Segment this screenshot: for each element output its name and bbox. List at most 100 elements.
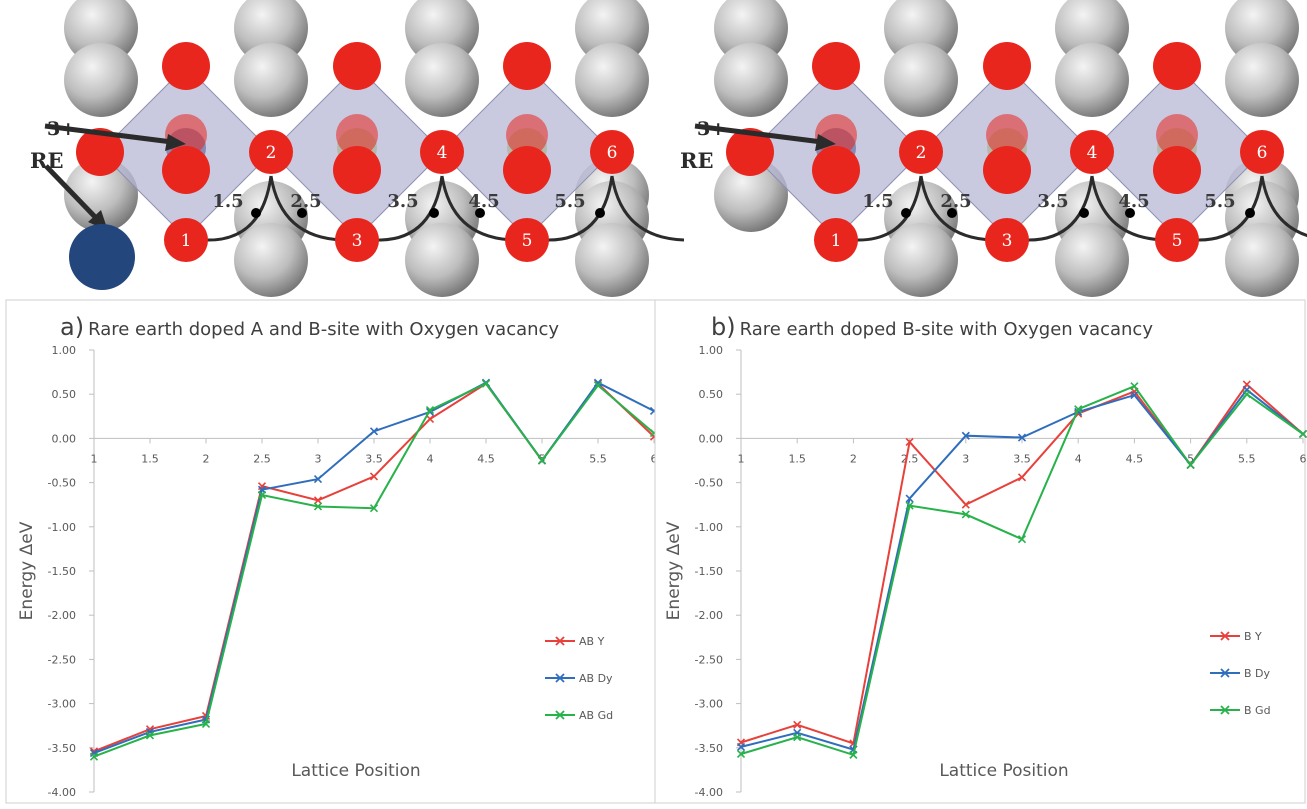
path-arc bbox=[1090, 175, 1165, 242]
hop-point bbox=[947, 208, 957, 218]
y-tick-label: -1.00 bbox=[695, 521, 723, 534]
cation-sphere bbox=[405, 223, 479, 297]
y-tick-label: -0.50 bbox=[48, 477, 76, 490]
data-point bbox=[201, 719, 211, 728]
hop-label: 5.5 bbox=[1204, 191, 1235, 212]
cation-sphere bbox=[714, 43, 788, 117]
hop-points: 1.5 2.5 3.5 4.5 5.5 bbox=[862, 191, 1255, 218]
site-number: 6 bbox=[607, 143, 618, 163]
cation-sphere bbox=[1055, 43, 1129, 117]
hop-label: 2.5 bbox=[940, 191, 971, 212]
data-point bbox=[481, 379, 491, 388]
y-tick-label: -3.50 bbox=[695, 742, 723, 755]
hop-label: 1.5 bbox=[862, 191, 893, 212]
hop-label: 3.5 bbox=[1037, 191, 1068, 212]
chart-panel-1: a) Rare earth doped A and B-site with Oxy… bbox=[5, 299, 659, 804]
panel-letter: a) bbox=[60, 313, 84, 341]
cation-sphere bbox=[405, 43, 479, 117]
oxygen-atom bbox=[1153, 146, 1201, 194]
legend-marker bbox=[555, 710, 565, 720]
arrow-head bbox=[815, 134, 836, 151]
numbered-sites: 1 2 3 4 5 6 bbox=[164, 130, 634, 262]
migration-path bbox=[854, 175, 1307, 242]
data-point bbox=[593, 381, 603, 390]
oxygen-atom bbox=[812, 146, 860, 194]
legend-marker bbox=[1220, 631, 1230, 641]
y-tick-label: -2.50 bbox=[48, 653, 76, 666]
oxygen-atom bbox=[333, 42, 381, 90]
y-tick-label: -4.00 bbox=[695, 786, 723, 799]
dopant-arrow bbox=[44, 164, 100, 222]
x-tick-label: 2 bbox=[203, 452, 210, 465]
path-arc bbox=[1024, 175, 1094, 242]
data-point bbox=[1017, 433, 1027, 442]
numbered-sites: 1 2 3 4 5 6 bbox=[814, 130, 1284, 262]
oxygen-atom bbox=[1156, 114, 1198, 156]
x-tick-label: 3 bbox=[315, 452, 322, 465]
x-tick-label: 4 bbox=[1075, 452, 1082, 465]
cation-sphere bbox=[1225, 43, 1299, 117]
hop-point bbox=[595, 208, 605, 218]
hop-point bbox=[1125, 208, 1135, 218]
data-point bbox=[1186, 460, 1195, 469]
data-point bbox=[593, 378, 603, 387]
x-tick-label: 4 bbox=[427, 452, 434, 465]
x-tick-label: 5.5 bbox=[589, 452, 607, 465]
site-number: 1 bbox=[181, 231, 192, 251]
hop-point bbox=[475, 208, 485, 218]
x-tick-label: 2.5 bbox=[901, 452, 919, 465]
x-tick-label: 5 bbox=[1187, 452, 1194, 465]
legend-label: AB Y bbox=[579, 635, 605, 648]
legend-label: B Y bbox=[1244, 630, 1262, 643]
cation-sphere bbox=[1225, 223, 1299, 297]
legend-marker bbox=[555, 673, 565, 683]
a-site-dopant bbox=[69, 224, 135, 290]
oxygen-atom bbox=[162, 146, 210, 194]
dopant-arrow bbox=[694, 123, 823, 145]
chart-title: b) Rare earth doped B-site with Oxygen va… bbox=[711, 313, 1153, 341]
cation-sphere bbox=[1055, 223, 1129, 297]
oxygen-atom bbox=[986, 114, 1028, 156]
hop-label: 4.5 bbox=[468, 191, 499, 212]
site-number: 4 bbox=[437, 143, 448, 163]
hop-label: 4.5 bbox=[1118, 191, 1149, 212]
site-number: 1 bbox=[831, 231, 842, 251]
data-point bbox=[1242, 390, 1251, 399]
hop-label: 2.5 bbox=[290, 191, 321, 212]
panel-letter: b) bbox=[711, 313, 736, 341]
legend-entry: AB Dy bbox=[545, 672, 613, 685]
hop-points: 1.5 2.5 3.5 4.5 5.5 bbox=[212, 191, 605, 218]
oxygen-atom bbox=[336, 114, 378, 156]
data-point bbox=[145, 731, 155, 740]
oxygen-atom bbox=[162, 42, 210, 90]
hop-label: 3.5 bbox=[387, 191, 418, 212]
oxygen-site-4 bbox=[420, 130, 464, 174]
oxygen-site-5 bbox=[505, 218, 549, 262]
legend-label: B Gd bbox=[1244, 704, 1271, 717]
oxygen-site-3 bbox=[335, 218, 379, 262]
x-axis-title: Lattice Position bbox=[939, 761, 1068, 781]
path-arc bbox=[544, 175, 614, 242]
data-point bbox=[369, 504, 379, 513]
oxygen-atom bbox=[503, 42, 551, 90]
y-tick-label: 0.00 bbox=[699, 432, 724, 445]
oxygen-layer bbox=[76, 42, 551, 194]
y-tick-label: 0.00 bbox=[52, 432, 77, 445]
legend-label: B Dy bbox=[1244, 667, 1271, 680]
oxygen-site-6 bbox=[590, 130, 634, 174]
cation-layer bbox=[714, 0, 1299, 297]
y-tick-label: 0.50 bbox=[699, 388, 724, 401]
data-point bbox=[425, 414, 435, 424]
data-point bbox=[961, 510, 970, 519]
data-point bbox=[537, 456, 547, 465]
data-point bbox=[961, 500, 970, 509]
series-3 bbox=[89, 379, 659, 761]
site-number: 2 bbox=[916, 143, 927, 163]
site-number: 3 bbox=[352, 231, 363, 251]
oxygen-site-2 bbox=[899, 130, 943, 174]
path-arc bbox=[204, 175, 273, 242]
y-tick-label: -2.00 bbox=[695, 609, 723, 622]
path-arc bbox=[1260, 175, 1307, 237]
data-point bbox=[905, 437, 914, 447]
